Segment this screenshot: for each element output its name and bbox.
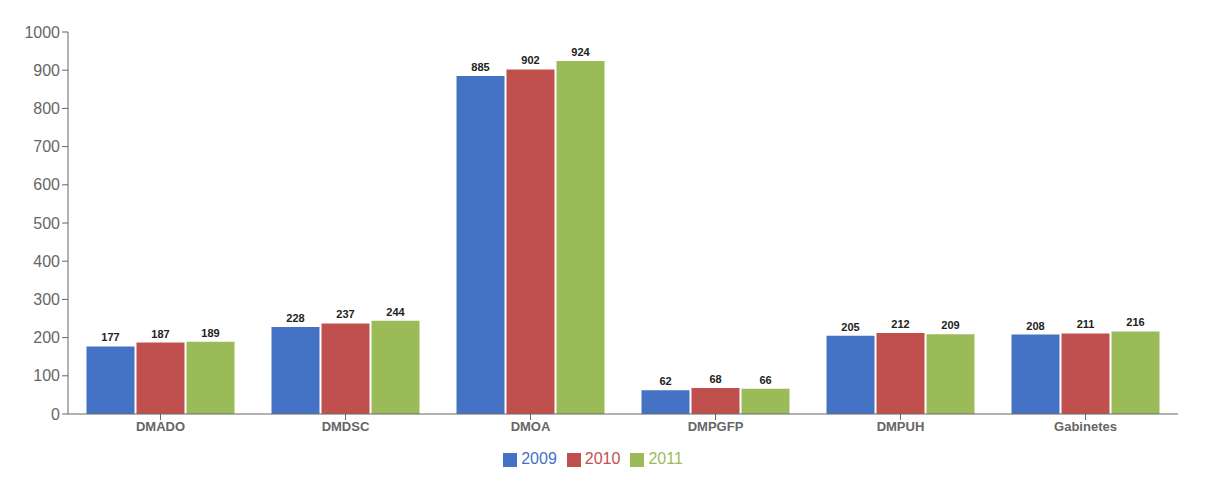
svg-text:244: 244: [386, 306, 405, 318]
svg-text:DMADO: DMADO: [136, 419, 185, 434]
svg-text:189: 189: [201, 327, 219, 339]
svg-text:100: 100: [33, 367, 60, 384]
svg-text:209: 209: [941, 319, 959, 331]
html-text:2010: 2010: [584, 450, 621, 467]
svg-text:212: 212: [891, 318, 909, 330]
svg-text:208: 208: [1026, 320, 1044, 332]
svg-text:924: 924: [571, 46, 590, 58]
svg-text:66: 66: [759, 374, 771, 386]
svg-text:237: 237: [336, 308, 354, 320]
svg-text:DMOA: DMOA: [511, 419, 551, 434]
svg-text:200: 200: [33, 329, 60, 346]
svg-text:177: 177: [101, 331, 119, 343]
svg-text:187: 187: [151, 328, 169, 340]
svg-text:DMPGFP: DMPGFP: [688, 419, 744, 434]
svg-text:600: 600: [33, 176, 60, 193]
svg-text:400: 400: [33, 253, 60, 270]
svg-text:205: 205: [841, 321, 859, 333]
svg-text:Gabinetes: Gabinetes: [1054, 419, 1117, 434]
svg-text:800: 800: [33, 100, 60, 117]
svg-text:228: 228: [286, 312, 304, 324]
svg-text:500: 500: [33, 215, 60, 232]
svg-text:211: 211: [1077, 318, 1095, 330]
svg-text:DMPUH: DMPUH: [877, 419, 925, 434]
svg-text:902: 902: [521, 54, 539, 66]
svg-text:1000: 1000: [24, 24, 60, 41]
svg-text:216: 216: [1126, 316, 1144, 328]
html-text:2009: 2009: [521, 450, 557, 467]
svg-text:700: 700: [33, 138, 60, 155]
svg-text:300: 300: [33, 291, 60, 308]
svg-text:62: 62: [659, 375, 671, 387]
svg-text:68: 68: [709, 373, 721, 385]
svg-text:885: 885: [471, 61, 489, 73]
svg-text:DMDSC: DMDSC: [322, 419, 370, 434]
html-text:2011: 2011: [648, 450, 683, 467]
svg-text:900: 900: [33, 62, 60, 79]
svg-text:0: 0: [51, 406, 60, 423]
